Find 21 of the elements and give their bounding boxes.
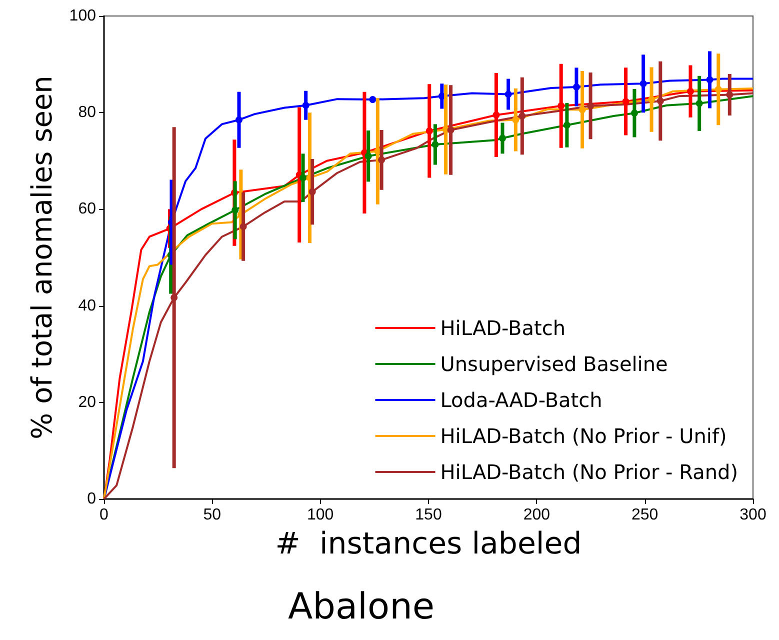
y-tick-label: 80	[78, 104, 96, 122]
legend-label: Unsupervised Baseline	[440, 352, 668, 376]
x-tick-label: 200	[523, 506, 550, 524]
y-tick-label: 20	[78, 394, 96, 411]
y-tick-label: 0	[87, 490, 96, 508]
x-tick-label: 0	[100, 506, 109, 524]
x-tick-label: 150	[415, 506, 442, 524]
x-tick-label: 250	[631, 506, 658, 524]
y-tick-label: 40	[78, 297, 96, 314]
legend-label: HiLAD-Batch (No Prior - Rand)	[440, 460, 738, 484]
y-tick-label: 60	[78, 200, 96, 218]
legend-label: HiLAD-Batch	[440, 316, 566, 340]
x-axis-title: # instances labeled	[275, 526, 582, 562]
x-tick-label: 50	[203, 506, 222, 524]
legend-label: HiLAD-Batch (No Prior - Unif)	[440, 424, 727, 448]
x-tick-label: 100	[306, 506, 334, 524]
text: Abalone	[288, 586, 435, 628]
x-tick-label: 300	[740, 506, 766, 524]
y-tick-label: 100	[69, 8, 96, 24]
legend-label: Loda-AAD-Batch	[440, 388, 602, 412]
y-axis-title: % of total anomalies seen	[26, 76, 58, 440]
